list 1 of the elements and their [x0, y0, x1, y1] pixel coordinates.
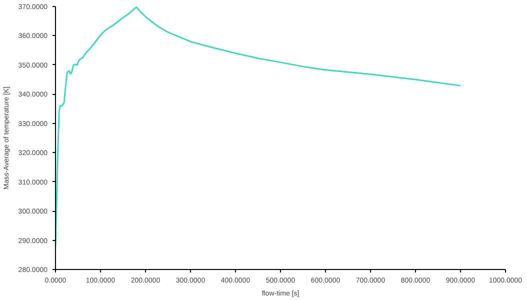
line-series [56, 6, 462, 247]
